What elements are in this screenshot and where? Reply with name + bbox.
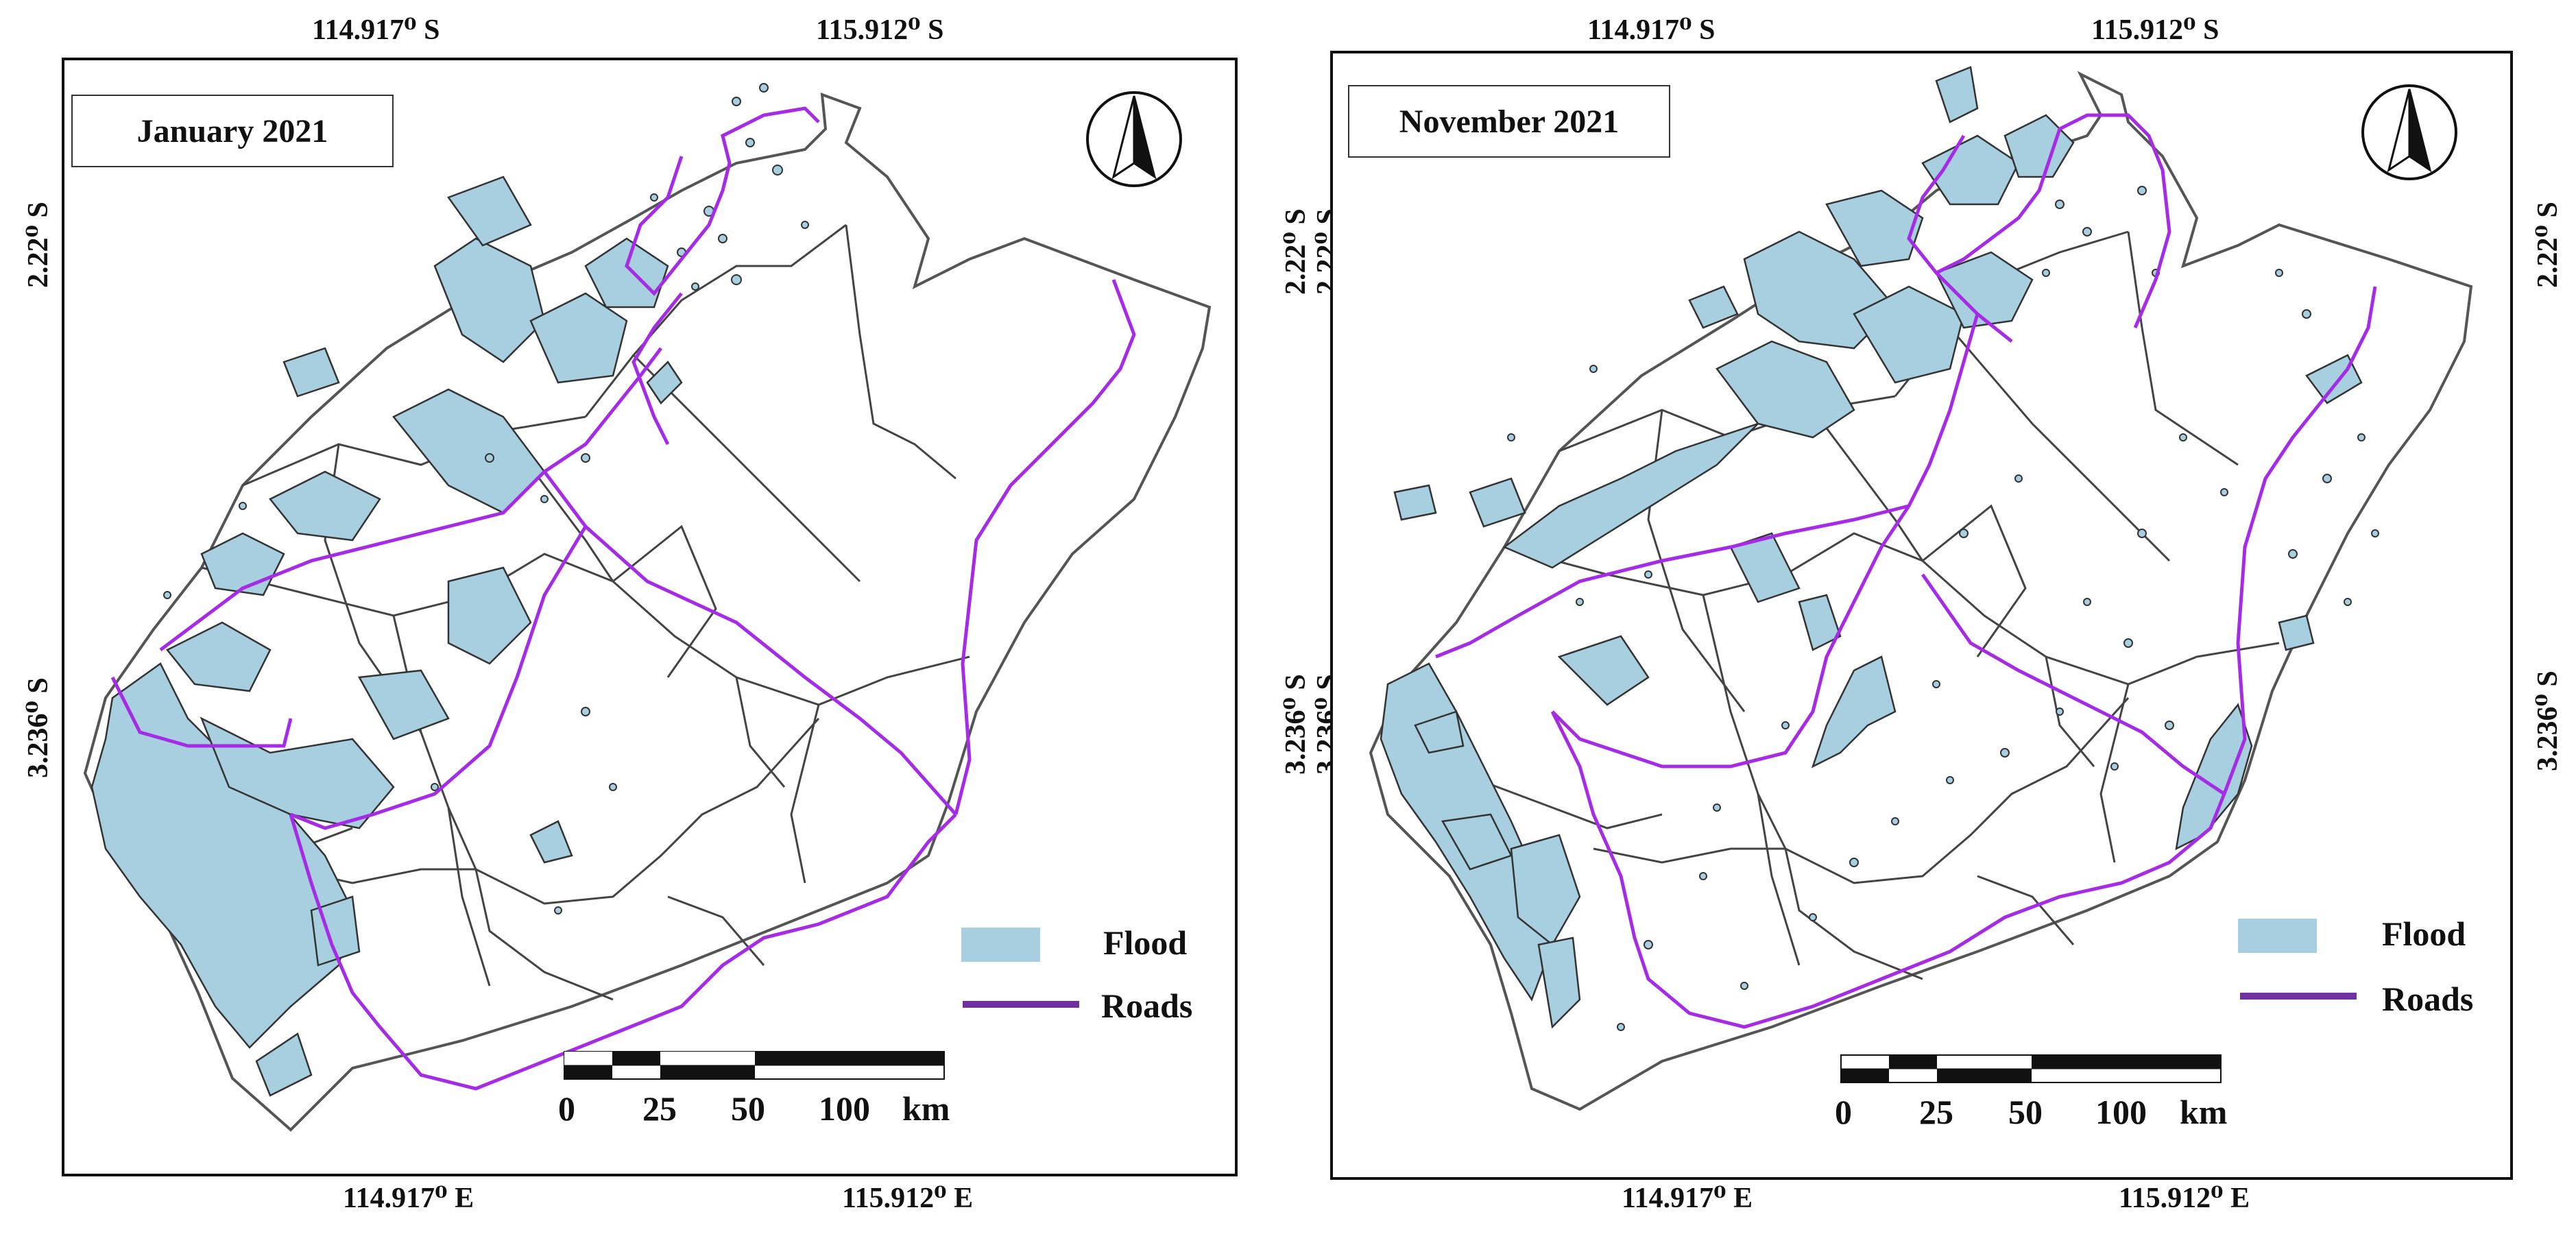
scale-label-100: 100 (819, 1089, 870, 1128)
map-frame: November 2021 Flood Roads 0 25 50 100 km (1330, 51, 2513, 1180)
bottom-tick-1: 114.917⁰ E (343, 1183, 474, 1214)
left-tick-2: 3.236⁰ S (1280, 674, 1312, 775)
scale-bar (1840, 1054, 2222, 1083)
bottom-tick-1: 114.917⁰ E (1622, 1183, 1753, 1214)
legend-roads-swatch (963, 1001, 1079, 1008)
scale-label-50: 50 (2008, 1093, 2043, 1131)
map-title: January 2021 (71, 95, 394, 167)
map-frame: January 2021 Flood Roads 0 25 50 100 km (62, 58, 1238, 1176)
scale-label-50: 50 (731, 1089, 765, 1128)
bottom-tick-2: 115.912⁰ E (2119, 1183, 2250, 1214)
scale-label-km: km (2180, 1093, 2228, 1131)
map-canvas (1369, 66, 2473, 1111)
top-tick-2: 115.912⁰ S (2091, 14, 2219, 46)
right-tick-1: 2.22⁰ S (2532, 202, 2564, 288)
scale-label-0: 0 (558, 1089, 575, 1128)
right-tick-2: 3.236⁰ S (2532, 670, 2564, 771)
left-tick-1: 2.22⁰ S (1280, 208, 1312, 295)
top-tick-2: 115.912⁰ S (816, 14, 944, 46)
left-tick-2: 3.236⁰ S (23, 677, 54, 778)
scale-label-km: km (902, 1089, 950, 1128)
region-outline (1369, 71, 2473, 1111)
north-arrow-icon (1086, 91, 1182, 187)
legend-flood-label: Flood (2382, 915, 2466, 953)
left-tick-1: 2.22⁰ S (23, 202, 54, 288)
map-panel-january: 114.917⁰ S 115.912⁰ S 2.22⁰ S 3.236⁰ S (0, 0, 1282, 1234)
flood-specks (163, 83, 809, 915)
roads (110, 106, 1136, 1091)
scale-label-25: 25 (1919, 1093, 1953, 1131)
flood-areas (1380, 66, 2363, 1029)
top-tick-1: 114.917⁰ S (1587, 14, 1716, 46)
legend-flood-label: Flood (1103, 923, 1188, 962)
flood-specks (1507, 186, 2379, 1031)
legend-roads-label: Roads (2382, 980, 2474, 1018)
legend-roads-swatch (2240, 993, 2357, 1000)
legend-flood-swatch (961, 928, 1040, 962)
map-panel-november: 114.917⁰ S 115.912⁰ S 2.22⁰ S 2.22⁰ S 3.… (1268, 0, 2576, 1234)
map-canvas (83, 83, 1212, 1132)
scale-label-0: 0 (1835, 1093, 1852, 1131)
legend-flood-swatch (2238, 919, 2317, 953)
roads (1435, 113, 2377, 1029)
legend-roads-label: Roads (1101, 987, 1193, 1025)
north-arrow-icon (2361, 84, 2457, 180)
flood-areas (91, 176, 683, 1097)
scale-label-25: 25 (642, 1089, 677, 1128)
top-tick-1: 114.917⁰ S (312, 14, 440, 46)
bottom-tick-2: 115.912⁰ E (842, 1183, 974, 1214)
scale-label-100: 100 (2095, 1093, 2147, 1131)
map-title: November 2021 (1348, 85, 1670, 158)
scale-bar (564, 1051, 945, 1080)
